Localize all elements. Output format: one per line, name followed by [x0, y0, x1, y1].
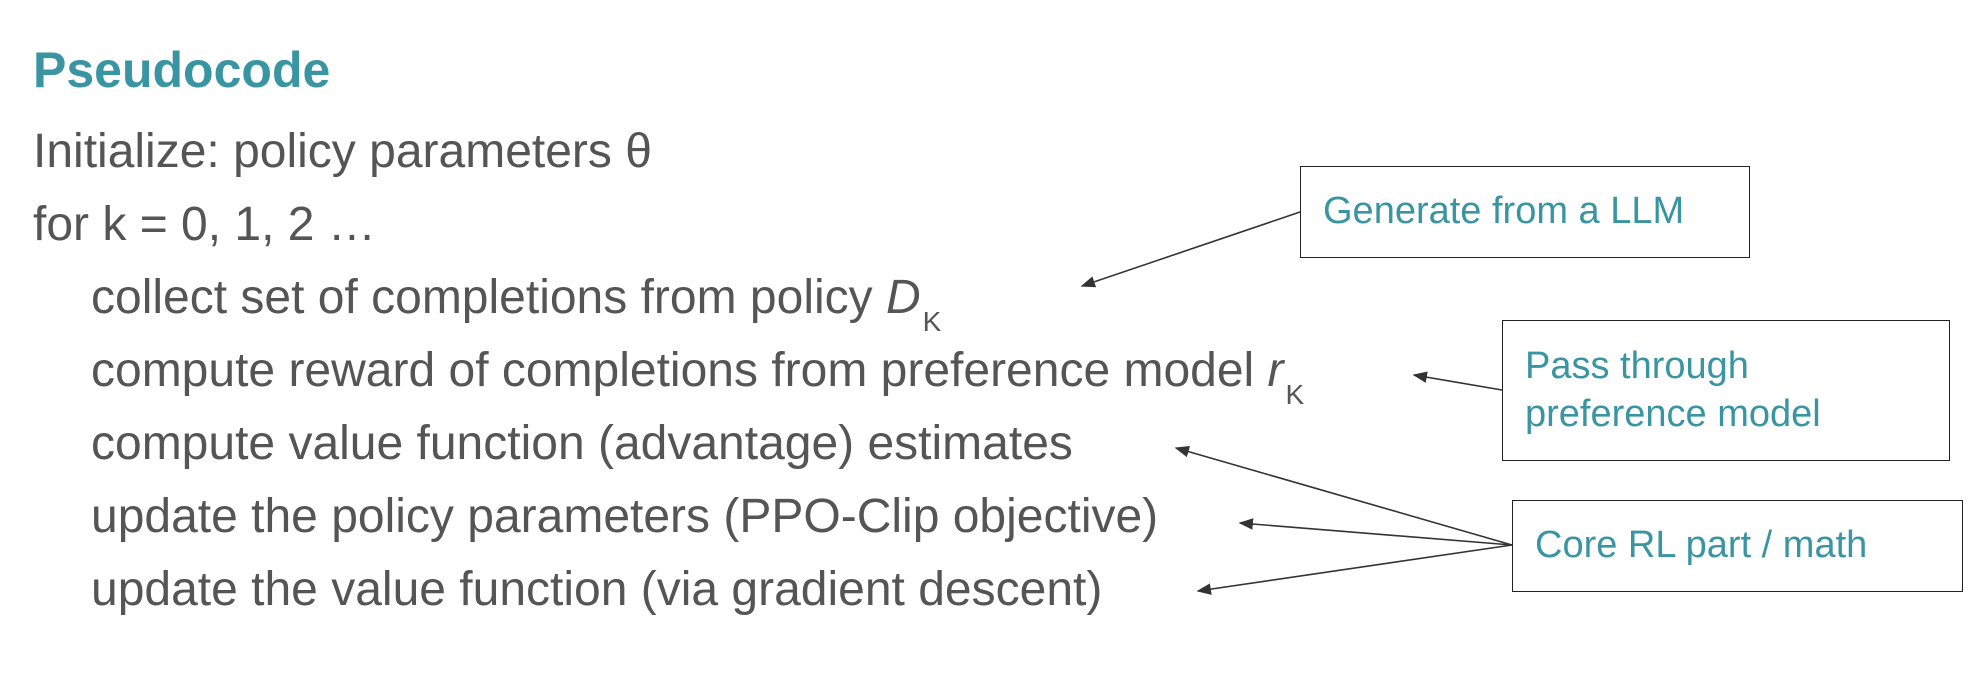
annotation-preference-line1: Pass through	[1525, 345, 1749, 387]
arrow-core-to-update-value	[1196, 544, 1513, 595]
collect-subscript: K	[922, 306, 942, 337]
code-line-collect: collect set of completions from policy D…	[91, 271, 941, 336]
code-line-reward: compute reward of completions from prefe…	[91, 344, 1304, 409]
arrow-preference-to-reward	[1412, 371, 1503, 391]
code-line-update-value: update the value function (via gradient …	[91, 563, 1103, 616]
annotation-generate-label: Generate from a LLM	[1323, 190, 1685, 233]
code-line-value-estimates: compute value function (advantage) estim…	[91, 417, 1073, 470]
code-line-initialize: Initialize: policy parameters θ	[33, 125, 652, 178]
annotation-preference-label: Pass through preference model	[1525, 343, 1821, 438]
annotation-preference-box: Pass through preference model	[1502, 320, 1950, 461]
arrow-generate-to-collect	[1080, 211, 1301, 288]
arrow-core-to-update-policy	[1238, 518, 1513, 546]
code-line-update-policy: update the policy parameters (PPO-Clip o…	[91, 490, 1159, 543]
reward-subscript: K	[1285, 379, 1305, 410]
annotation-core-box: Core RL part / math	[1512, 500, 1963, 592]
collect-text: collect set of completions from policy	[91, 271, 886, 324]
annotation-generate-box: Generate from a LLM	[1300, 166, 1750, 258]
reward-symbol: r	[1267, 344, 1284, 397]
annotation-preference-line2: preference model	[1525, 392, 1821, 435]
annotation-core-label: Core RL part / math	[1535, 524, 1868, 567]
page-title: Pseudocode	[33, 42, 331, 98]
arrow-core-to-value	[1174, 446, 1513, 546]
collect-symbol: D	[885, 271, 921, 324]
code-line-for-loop: for k = 0, 1, 2 …	[33, 198, 376, 251]
reward-text: compute reward of completions from prefe…	[91, 344, 1268, 397]
